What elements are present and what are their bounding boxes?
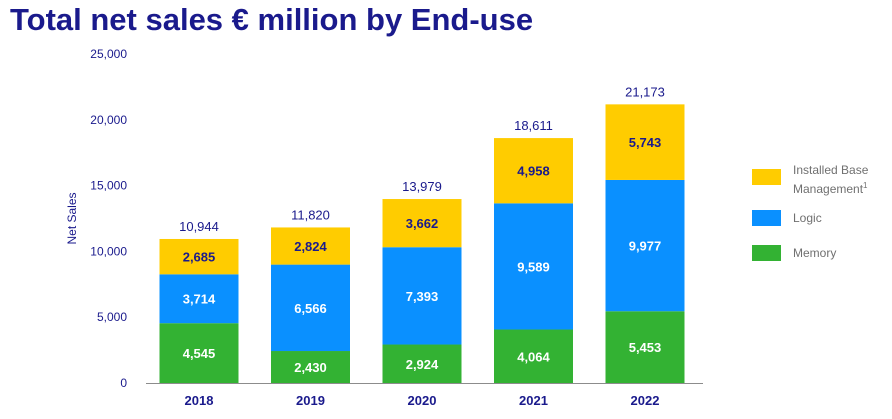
y-tick-label: 15,000 [90,179,127,193]
y-tick-label: 25,000 [90,47,127,61]
legend-swatch-memory [752,245,781,261]
y-tick-label: 10,000 [90,244,127,258]
legend-swatch-logic [752,210,781,226]
data-label: 3,714 [183,292,216,307]
bar-segment-memory [271,351,350,383]
bar-segment-logic [382,247,462,345]
bar-segment-memory [494,329,573,383]
bar-segment-installed-base-management [494,138,573,204]
legend-label-installed-base-line2: Management [793,182,864,196]
bar-segment-memory [605,311,685,383]
data-label: 6,566 [294,301,327,316]
y-axis-label: Net Sales [65,192,79,244]
total-label: 10,944 [179,219,219,234]
data-label: 7,393 [406,289,439,304]
bar-segment-installed-base-management [159,238,239,275]
data-label: 2,824 [294,239,327,254]
legend-label-installed-base-line1: Installed Base [793,163,869,177]
data-label: 4,545 [183,346,216,361]
data-label: 4,064 [517,349,550,364]
total-label: 21,173 [625,84,665,99]
legend-footnote-marker: 1 [863,181,868,190]
bar-segment-logic [494,203,573,330]
bar-segment-installed-base-management [271,227,350,265]
total-label: 11,820 [291,207,330,222]
legend-swatch-installed-base [752,169,781,185]
chart-title: Total net sales € million by End-use [10,2,534,37]
data-label: 4,958 [517,164,550,179]
data-label: 2,430 [294,360,327,375]
bar-segment-memory [382,344,462,383]
data-label: 5,743 [629,135,662,150]
x-tick-label: 2021 [519,393,548,408]
y-tick-label: 0 [120,376,127,390]
bar-segment-logic [605,179,685,312]
y-tick-label: 5,000 [97,310,127,324]
bar-segment-logic [271,264,350,352]
bar-segment-installed-base-management [605,104,685,180]
data-label: 9,977 [629,239,662,254]
data-label: 2,924 [406,357,439,372]
bar-segment-memory [159,323,239,383]
legend-label-logic: Logic [793,211,822,225]
legend-label-installed-base: Installed Base Management1 [793,163,892,197]
total-label: 13,979 [402,179,442,194]
data-label: 2,685 [183,250,216,265]
x-tick-label: 2019 [296,393,325,408]
data-label: 3,662 [406,216,439,231]
bar-segment-logic [159,274,239,324]
y-tick-label: 20,000 [90,113,127,127]
x-tick-label: 2018 [185,393,214,408]
legend-label-memory: Memory [793,246,837,260]
x-tick-label: 2020 [408,393,437,408]
data-label: 5,453 [629,340,662,355]
total-label: 18,611 [514,118,553,133]
x-tick-label: 2022 [631,393,660,408]
data-label: 9,589 [517,259,550,274]
bar-segment-installed-base-management [382,199,462,248]
